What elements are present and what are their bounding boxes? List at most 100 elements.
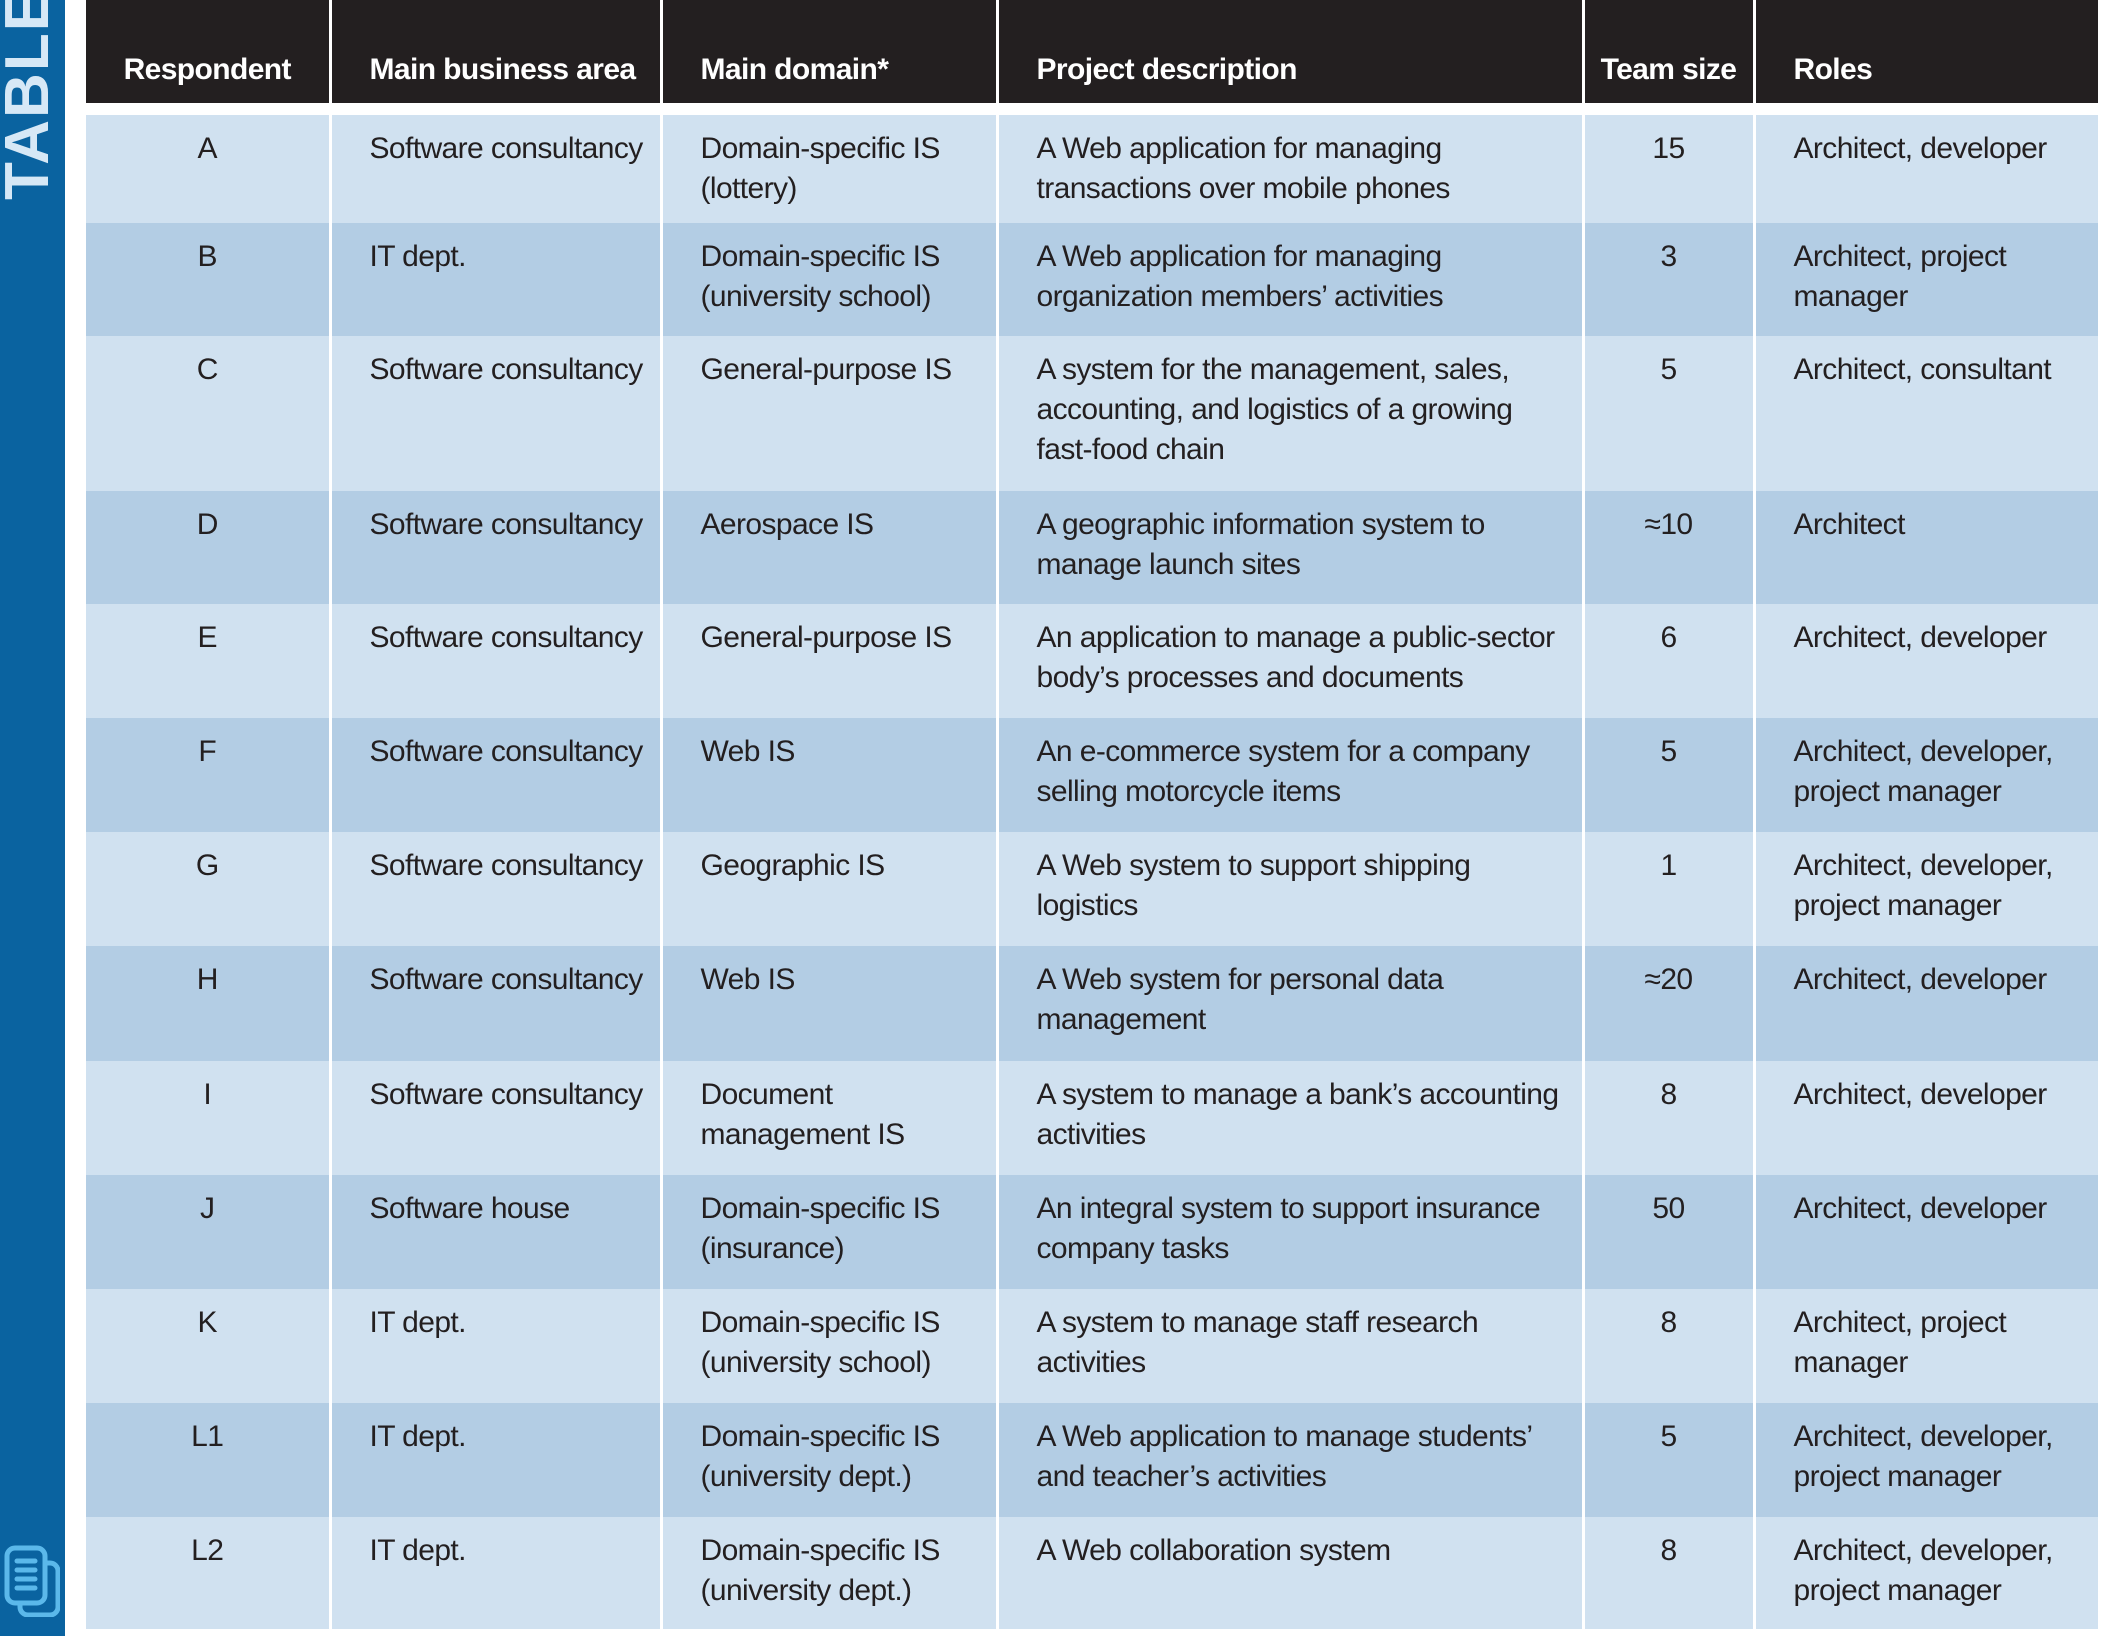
cell-description: An e-commerce system for a company selli… bbox=[995, 718, 1583, 832]
data-table: Respondent Main business area Main domain*… bbox=[86, 0, 2098, 1629]
table-row: E Software consultancy General-purpose IS A… bbox=[86, 604, 2098, 718]
cell-respondent: K bbox=[86, 1289, 330, 1403]
cell-description: A Web application to manage students’ an… bbox=[995, 1403, 1583, 1517]
cell-description: A system to manage a bank’s accounting a… bbox=[995, 1061, 1583, 1175]
cell-description: An application to manage a public-sector… bbox=[995, 604, 1583, 718]
cell-domain: Domain-specific IS (university dept.) bbox=[659, 1403, 997, 1517]
cell-domain: Domain-specific IS (insurance) bbox=[659, 1175, 997, 1289]
table-row: K IT dept. Domain-specific IS (university … bbox=[86, 1289, 2098, 1403]
cell-business-area: Software consultancy bbox=[328, 946, 661, 1061]
cell-team-size: 50 bbox=[1581, 1175, 1754, 1289]
cell-team-size: 5 bbox=[1581, 336, 1754, 491]
cell-roles: Architect, project manager bbox=[1752, 1289, 2098, 1403]
cell-team-size: 5 bbox=[1581, 1403, 1754, 1517]
cell-business-area: Software consultancy bbox=[328, 491, 661, 604]
column-header-respondent: Respondent bbox=[86, 0, 330, 103]
cell-business-area: Software consultancy bbox=[328, 832, 661, 946]
cell-domain: Geographic IS bbox=[659, 832, 997, 946]
cell-respondent: E bbox=[86, 604, 330, 718]
cell-business-area: Software consultancy bbox=[328, 115, 661, 223]
cell-business-area: Software consultancy bbox=[328, 1061, 661, 1175]
cell-roles: Architect, developer, project manager bbox=[1752, 1403, 2098, 1517]
cell-domain: Aerospace IS bbox=[659, 491, 997, 604]
cell-roles: Architect, developer bbox=[1752, 115, 2098, 223]
column-header-business-area: Main business area bbox=[328, 0, 661, 103]
cell-description: A Web application for managing organizat… bbox=[995, 223, 1583, 336]
cell-domain: Document management IS bbox=[659, 1061, 997, 1175]
table-row: D Software consultancy Aerospace IS A geogr… bbox=[86, 491, 2098, 604]
table-header-row: Respondent Main business area Main domain*… bbox=[86, 0, 2098, 103]
cell-domain: Web IS bbox=[659, 718, 997, 832]
cell-domain: General-purpose IS bbox=[659, 336, 997, 491]
cell-description: A Web application for managing transacti… bbox=[995, 115, 1583, 223]
cell-domain: Domain-specific IS (university school) bbox=[659, 1289, 997, 1403]
table-row: H Software consultancy Web IS A Web system … bbox=[86, 946, 2098, 1061]
sidebar: TABLE bbox=[0, 0, 65, 1636]
cell-team-size: 8 bbox=[1581, 1517, 1754, 1629]
cell-roles: Architect, developer, project manager bbox=[1752, 832, 2098, 946]
cell-domain: Web IS bbox=[659, 946, 997, 1061]
cell-respondent: H bbox=[86, 946, 330, 1061]
cell-business-area: Software consultancy bbox=[328, 718, 661, 832]
cell-respondent: L1 bbox=[86, 1403, 330, 1517]
cell-respondent: F bbox=[86, 718, 330, 832]
column-header-roles: Roles bbox=[1752, 0, 2098, 103]
cell-team-size: 1 bbox=[1581, 832, 1754, 946]
table-row: L2 IT dept. Domain-specific IS (university… bbox=[86, 1517, 2098, 1629]
header-gap bbox=[86, 103, 2098, 115]
cell-respondent: G bbox=[86, 832, 330, 946]
cell-business-area: Software consultancy bbox=[328, 336, 661, 491]
cell-respondent: L2 bbox=[86, 1517, 330, 1629]
document-stack-icon bbox=[4, 1545, 60, 1617]
cell-description: A system to manage staff research activi… bbox=[995, 1289, 1583, 1403]
cell-business-area: IT dept. bbox=[328, 223, 661, 336]
cell-domain: General-purpose IS bbox=[659, 604, 997, 718]
cell-team-size: 8 bbox=[1581, 1061, 1754, 1175]
cell-respondent: C bbox=[86, 336, 330, 491]
table-row: C Software consultancy General-purpose IS A… bbox=[86, 336, 2098, 491]
cell-respondent: I bbox=[86, 1061, 330, 1175]
cell-roles: Architect, developer bbox=[1752, 946, 2098, 1061]
cell-team-size: 15 bbox=[1581, 115, 1754, 223]
cell-business-area: IT dept. bbox=[328, 1517, 661, 1629]
spacer bbox=[86, 103, 2098, 115]
table-row: L1 IT dept. Domain-specific IS (university… bbox=[86, 1403, 2098, 1517]
cell-team-size: ≈20 bbox=[1581, 946, 1754, 1061]
cell-team-size: ≈10 bbox=[1581, 491, 1754, 604]
sidebar-title: TABLE bbox=[0, 0, 62, 200]
cell-roles: Architect bbox=[1752, 491, 2098, 604]
cell-team-size: 3 bbox=[1581, 223, 1754, 336]
cell-roles: Architect, developer bbox=[1752, 604, 2098, 718]
table-row: G Software consultancy Geographic IS A Web … bbox=[86, 832, 2098, 946]
column-header-description: Project description bbox=[995, 0, 1583, 103]
column-header-team-size: Team size bbox=[1581, 0, 1754, 103]
table-row: F Software consultancy Web IS An e-commerce… bbox=[86, 718, 2098, 832]
cell-team-size: 5 bbox=[1581, 718, 1754, 832]
table-row: J Software house Domain-specific IS (insur… bbox=[86, 1175, 2098, 1289]
cell-description: An integral system to support insurance … bbox=[995, 1175, 1583, 1289]
cell-roles: Architect, consultant bbox=[1752, 336, 2098, 491]
cell-business-area: Software house bbox=[328, 1175, 661, 1289]
cell-description: A geographic information system to manag… bbox=[995, 491, 1583, 604]
cell-roles: Architect, project manager bbox=[1752, 223, 2098, 336]
cell-domain: Domain-specific IS (lottery) bbox=[659, 115, 997, 223]
cell-roles: Architect, developer, project manager bbox=[1752, 718, 2098, 832]
cell-description: A Web system to support shipping logisti… bbox=[995, 832, 1583, 946]
cell-respondent: D bbox=[86, 491, 330, 604]
table-row: A Software consultancy Domain-specific IS … bbox=[86, 115, 2098, 223]
cell-business-area: IT dept. bbox=[328, 1289, 661, 1403]
cell-team-size: 8 bbox=[1581, 1289, 1754, 1403]
cell-description: A Web system for personal data managemen… bbox=[995, 946, 1583, 1061]
column-header-domain: Main domain* bbox=[659, 0, 997, 103]
cell-business-area: Software consultancy bbox=[328, 604, 661, 718]
cell-domain: Domain-specific IS (university dept.) bbox=[659, 1517, 997, 1629]
cell-roles: Architect, developer bbox=[1752, 1061, 2098, 1175]
cell-respondent: B bbox=[86, 223, 330, 336]
cell-domain: Domain-specific IS (university school) bbox=[659, 223, 997, 336]
table-row: B IT dept. Domain-specific IS (university … bbox=[86, 223, 2098, 336]
cell-business-area: IT dept. bbox=[328, 1403, 661, 1517]
cell-respondent: A bbox=[86, 115, 330, 223]
cell-team-size: 6 bbox=[1581, 604, 1754, 718]
cell-roles: Architect, developer, project manager bbox=[1752, 1517, 2098, 1629]
cell-respondent: J bbox=[86, 1175, 330, 1289]
